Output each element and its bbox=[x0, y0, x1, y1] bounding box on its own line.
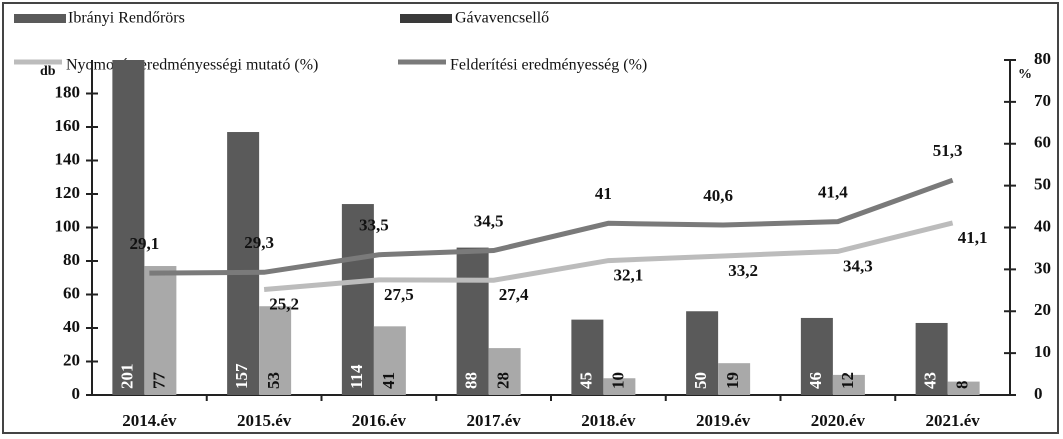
bar bbox=[603, 378, 636, 395]
bar-label: 53 bbox=[264, 372, 283, 389]
bar bbox=[832, 374, 865, 395]
x-tick-label: 2019.év bbox=[696, 411, 751, 430]
bar bbox=[227, 132, 260, 395]
y-tick-label: 40 bbox=[63, 317, 80, 336]
bar-label: 41 bbox=[379, 372, 398, 389]
legend-swatch bbox=[14, 14, 66, 23]
y2-tick-label: 70 bbox=[1034, 91, 1051, 110]
line-label: 33,2 bbox=[728, 261, 758, 280]
y2-tick-label: 10 bbox=[1034, 342, 1051, 361]
bar bbox=[373, 326, 406, 395]
bar-label: 8 bbox=[953, 381, 972, 390]
x-tick-label: 2020.év bbox=[811, 411, 866, 430]
legend-label: Ibrányi Rendőrörs bbox=[68, 10, 185, 27]
y-tick-label: 180 bbox=[55, 82, 81, 101]
line-label: 41 bbox=[595, 184, 612, 203]
y-tick-label: 60 bbox=[63, 283, 80, 302]
legend: Ibrányi Rendőrörs Gávavencsellő Nyomozás… bbox=[14, 10, 647, 74]
line-label: 27,4 bbox=[499, 285, 529, 304]
line-label: 29,3 bbox=[244, 233, 274, 252]
x-tick-label: 2018.év bbox=[581, 411, 636, 430]
bar bbox=[259, 306, 292, 395]
line-label: 51,3 bbox=[933, 141, 963, 160]
y-axis-label: db bbox=[40, 64, 56, 79]
bar-label: 12 bbox=[838, 372, 857, 389]
y-tick-label: 100 bbox=[55, 216, 81, 235]
bar-label: 45 bbox=[576, 372, 595, 389]
bar bbox=[915, 322, 948, 395]
bar bbox=[488, 348, 521, 395]
line-label: 25,2 bbox=[269, 294, 299, 313]
bar-label: 88 bbox=[462, 372, 481, 389]
line-label: 33,5 bbox=[359, 216, 389, 235]
bar-label: 10 bbox=[608, 372, 627, 389]
legend-swatch bbox=[400, 14, 452, 23]
x-tick-label: 2021.év bbox=[925, 411, 980, 430]
x-tick-label: 2014.év bbox=[122, 411, 177, 430]
x-tick-label: 2016.év bbox=[352, 411, 407, 430]
bar-label: 46 bbox=[806, 372, 825, 389]
line-label: 41,4 bbox=[818, 183, 848, 202]
y2-tick-label: 30 bbox=[1034, 258, 1051, 277]
y2-tick-label: 50 bbox=[1034, 175, 1051, 194]
y2-tick-label: 0 bbox=[1034, 384, 1043, 403]
bar-label: 50 bbox=[691, 372, 710, 389]
plot-area bbox=[112, 60, 980, 395]
bar bbox=[571, 319, 604, 395]
y2-tick-label: 80 bbox=[1034, 49, 1051, 68]
y-tick-label: 0 bbox=[72, 384, 81, 403]
y2-axis-label: % bbox=[1018, 67, 1032, 82]
frame bbox=[2, 2, 1059, 434]
x-tick-label: 2017.év bbox=[466, 411, 521, 430]
line-label: 34,3 bbox=[843, 256, 873, 275]
y-tick-label: 160 bbox=[55, 116, 81, 135]
bar-label: 19 bbox=[723, 372, 742, 389]
line-label: 27,5 bbox=[384, 285, 414, 304]
bar-label: 114 bbox=[347, 364, 366, 389]
bar-label: 201 bbox=[117, 364, 136, 390]
legend-label: Felderítési eredményesség (%) bbox=[450, 57, 647, 74]
bar-label: 28 bbox=[494, 372, 513, 389]
bar bbox=[456, 247, 489, 395]
bar bbox=[800, 317, 833, 395]
bar-label: 43 bbox=[921, 372, 940, 389]
line bbox=[263, 220, 954, 292]
line-label: 32,1 bbox=[614, 265, 644, 284]
x-tick-label: 2015.év bbox=[237, 411, 292, 430]
line-label: 40,6 bbox=[703, 186, 733, 205]
y-tick-label: 140 bbox=[55, 149, 81, 168]
y2-tick-label: 20 bbox=[1034, 300, 1051, 319]
bar bbox=[947, 381, 980, 395]
y2-tick-label: 40 bbox=[1034, 216, 1051, 235]
bar bbox=[144, 266, 177, 395]
line bbox=[149, 177, 954, 276]
line-label: 34,5 bbox=[474, 211, 504, 230]
bar bbox=[718, 363, 751, 395]
bar bbox=[112, 60, 145, 395]
bar-label: 77 bbox=[149, 372, 168, 390]
bar-label: 157 bbox=[232, 363, 251, 389]
y-tick-label: 120 bbox=[55, 183, 81, 202]
y-tick-label: 80 bbox=[63, 250, 80, 269]
legend-label: Gávavencsellő bbox=[455, 10, 549, 27]
bar bbox=[686, 311, 719, 395]
data-labels: 201 77 157 53 114 41 88 28 45 10 50 19 46 12 43 8 25,2 27… bbox=[117, 141, 987, 389]
line-label: 41,1 bbox=[958, 228, 988, 247]
bar bbox=[341, 204, 374, 395]
legend-label: Nyomozás-eredményességi mutató (%) bbox=[66, 57, 318, 74]
y-tick-label: 20 bbox=[63, 350, 80, 369]
line-label: 29,1 bbox=[130, 234, 160, 253]
y2-tick-label: 60 bbox=[1034, 133, 1051, 152]
